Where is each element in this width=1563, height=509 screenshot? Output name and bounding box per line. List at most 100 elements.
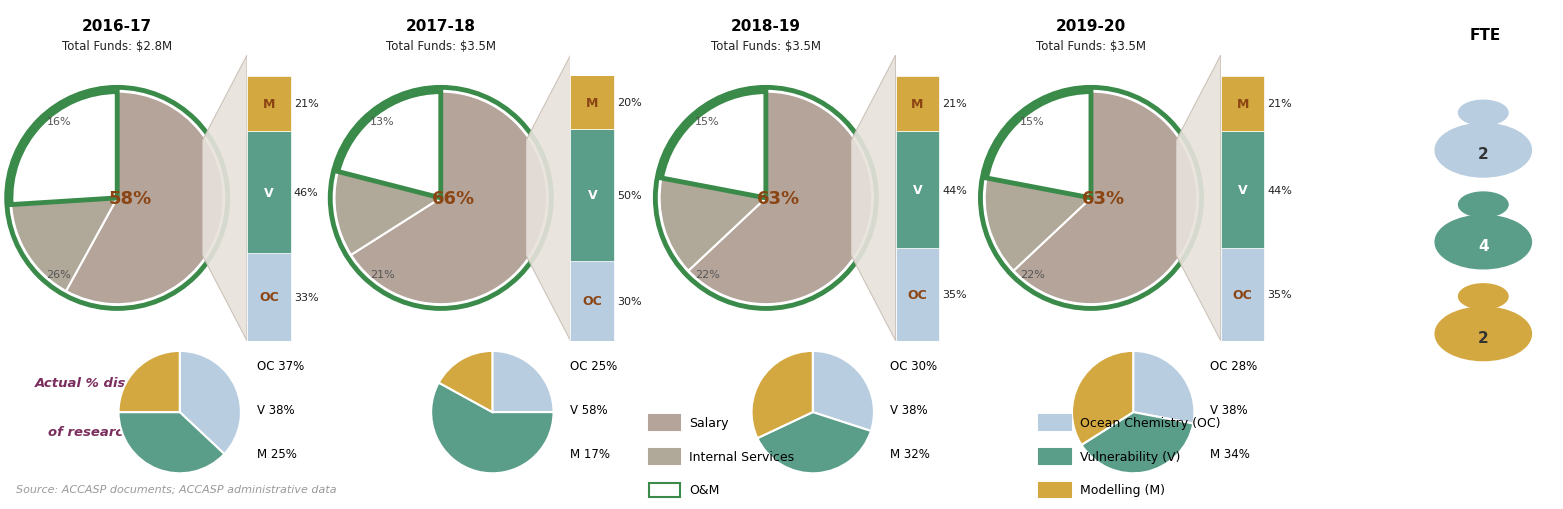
Wedge shape — [1013, 93, 1197, 304]
Text: M: M — [911, 98, 924, 110]
Text: M 32%: M 32% — [889, 447, 930, 461]
Ellipse shape — [1458, 193, 1508, 218]
Ellipse shape — [1458, 101, 1508, 126]
Text: 2019-20: 2019-20 — [1057, 19, 1125, 34]
Text: Salary: Salary — [689, 416, 728, 429]
Bar — [1221, 132, 1264, 248]
Text: 2: 2 — [1479, 330, 1488, 345]
Wedge shape — [338, 93, 441, 199]
Text: M: M — [586, 96, 599, 109]
Text: V: V — [588, 189, 597, 202]
Text: OC 28%: OC 28% — [1210, 359, 1258, 372]
Ellipse shape — [1435, 307, 1532, 361]
Text: V 38%: V 38% — [256, 403, 294, 416]
Text: Total Funds: $2.8M: Total Funds: $2.8M — [63, 40, 172, 52]
Text: 44%: 44% — [1268, 185, 1293, 195]
Text: OC 25%: OC 25% — [569, 359, 617, 372]
Text: 21%: 21% — [294, 99, 319, 109]
Text: OC: OC — [259, 291, 278, 304]
Text: Source: ACCASP documents; ACCASP administrative data: Source: ACCASP documents; ACCASP adminis… — [16, 484, 336, 494]
Ellipse shape — [1435, 216, 1532, 269]
Text: 26%: 26% — [47, 270, 72, 280]
Wedge shape — [1133, 351, 1194, 423]
Text: 15%: 15% — [696, 117, 719, 127]
Text: OC 37%: OC 37% — [256, 359, 305, 372]
Text: Total Funds: $3.5M: Total Funds: $3.5M — [1036, 40, 1146, 52]
Wedge shape — [752, 351, 813, 438]
Bar — [1221, 76, 1264, 132]
Text: 13%: 13% — [370, 117, 394, 127]
Text: 2016-17: 2016-17 — [83, 19, 152, 34]
Text: Actual % distribution: Actual % distribution — [34, 376, 192, 389]
Text: 35%: 35% — [942, 290, 967, 300]
Wedge shape — [11, 199, 117, 292]
FancyBboxPatch shape — [1039, 483, 1071, 497]
Text: 16%: 16% — [47, 117, 70, 127]
Wedge shape — [661, 93, 766, 199]
Text: 66%: 66% — [431, 189, 475, 208]
Text: V 58%: V 58% — [569, 403, 606, 416]
Wedge shape — [352, 93, 547, 304]
Text: 21%: 21% — [942, 99, 967, 109]
Text: 20%: 20% — [617, 98, 642, 108]
Bar — [896, 76, 939, 132]
Text: 2018-19: 2018-19 — [731, 19, 800, 34]
Text: V: V — [913, 184, 922, 196]
Bar — [247, 132, 291, 253]
FancyBboxPatch shape — [649, 449, 680, 464]
FancyBboxPatch shape — [649, 483, 680, 497]
Wedge shape — [986, 93, 1091, 199]
Text: 2: 2 — [1479, 147, 1488, 162]
Text: 63%: 63% — [756, 189, 800, 208]
Text: Modelling (M): Modelling (M) — [1080, 484, 1164, 496]
Wedge shape — [431, 383, 553, 473]
Text: 22%: 22% — [696, 270, 721, 280]
Text: 58%: 58% — [108, 189, 152, 208]
Wedge shape — [813, 351, 874, 431]
Polygon shape — [525, 56, 570, 341]
Bar — [247, 76, 291, 132]
Text: Internal Services: Internal Services — [689, 450, 794, 463]
Wedge shape — [334, 172, 441, 256]
Wedge shape — [758, 412, 871, 473]
FancyBboxPatch shape — [649, 415, 680, 430]
Polygon shape — [1175, 56, 1221, 341]
Text: M: M — [263, 98, 275, 110]
Text: 50%: 50% — [617, 190, 642, 201]
Text: 35%: 35% — [1268, 290, 1293, 300]
Bar — [247, 253, 291, 341]
Wedge shape — [180, 351, 241, 454]
Wedge shape — [119, 412, 225, 473]
Text: V 38%: V 38% — [1210, 403, 1247, 416]
Text: Total Funds: $3.5M: Total Funds: $3.5M — [711, 40, 821, 52]
Text: OC: OC — [1233, 288, 1252, 301]
Text: 15%: 15% — [1021, 117, 1044, 127]
Wedge shape — [439, 351, 492, 412]
Text: Vulnerability (V): Vulnerability (V) — [1080, 450, 1180, 463]
Text: V: V — [1238, 184, 1247, 196]
Text: OC: OC — [908, 288, 927, 301]
Text: 46%: 46% — [294, 188, 319, 198]
Wedge shape — [492, 351, 553, 412]
Text: 22%: 22% — [1021, 270, 1046, 280]
Text: Total Funds: $3.5M: Total Funds: $3.5M — [386, 40, 495, 52]
Wedge shape — [11, 93, 117, 205]
Ellipse shape — [1458, 284, 1508, 309]
Bar — [896, 248, 939, 341]
Text: M 17%: M 17% — [569, 447, 610, 461]
Text: OC 30%: OC 30% — [889, 359, 938, 372]
Text: V: V — [264, 186, 274, 200]
Wedge shape — [985, 179, 1091, 271]
Text: 21%: 21% — [370, 270, 395, 280]
Bar — [570, 262, 614, 341]
Text: 44%: 44% — [942, 185, 967, 195]
Bar — [570, 129, 614, 262]
Text: 30%: 30% — [617, 296, 642, 306]
Bar — [896, 132, 939, 248]
Text: 33%: 33% — [294, 292, 319, 302]
Text: M 34%: M 34% — [1210, 447, 1250, 461]
Polygon shape — [850, 56, 896, 341]
Text: 4: 4 — [1479, 239, 1488, 253]
Text: OC: OC — [583, 295, 602, 308]
Ellipse shape — [1435, 124, 1532, 178]
